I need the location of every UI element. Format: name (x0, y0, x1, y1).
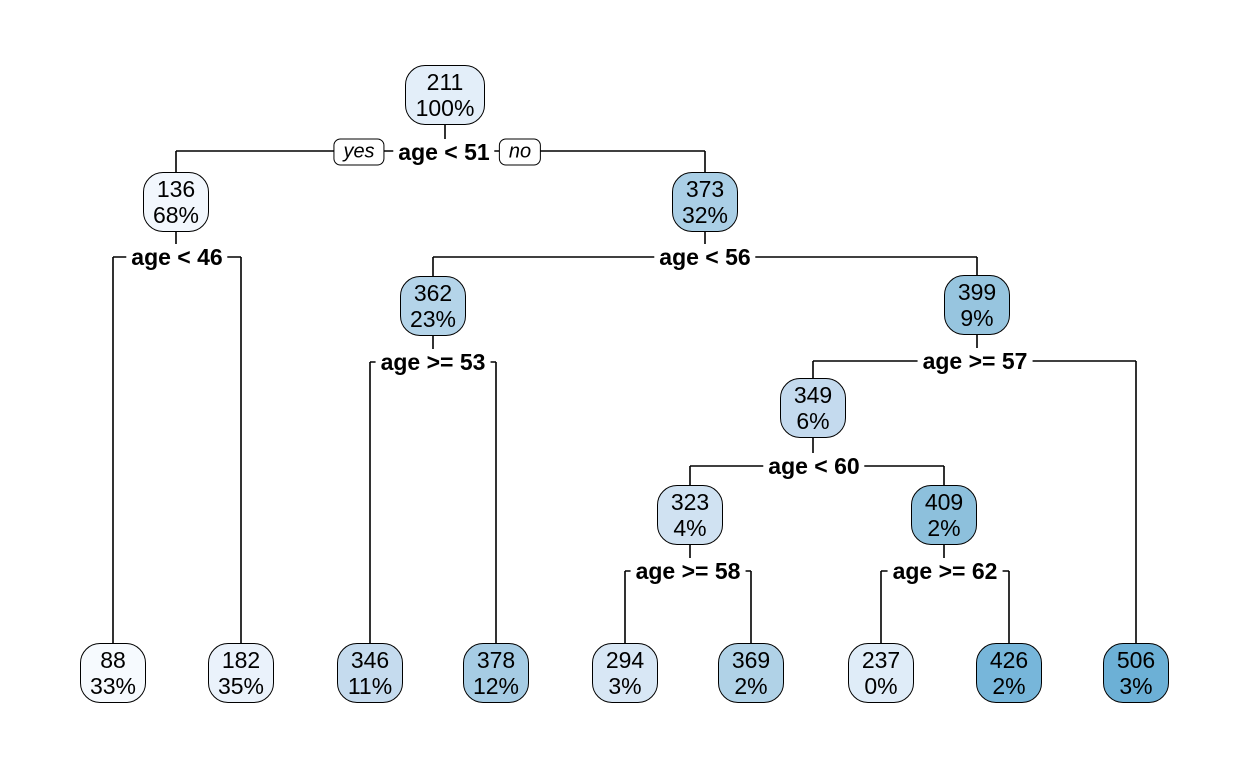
node-value: 373 (685, 176, 725, 202)
node-percent: 33% (89, 673, 137, 699)
split-label: age < 56 (654, 244, 756, 270)
node-percent: 2% (734, 673, 768, 699)
node-percent: 12% (472, 673, 520, 699)
tree-node: 373 32% (672, 172, 738, 232)
tree-leaf: 426 2% (976, 643, 1042, 703)
node-percent: 3% (1119, 673, 1153, 699)
no-branch-label: no (498, 138, 542, 166)
split-label: age >= 53 (375, 349, 491, 375)
node-value: 426 (989, 647, 1029, 673)
node-value: 362 (413, 280, 453, 306)
node-percent: 11% (347, 673, 393, 699)
node-value: 88 (100, 647, 126, 673)
node-percent: 2% (992, 673, 1026, 699)
node-percent: 23% (409, 306, 457, 332)
split-label: age < 46 (126, 244, 228, 270)
node-percent: 32% (681, 202, 729, 228)
node-value: 136 (156, 176, 196, 202)
tree-leaf: 346 11% (337, 643, 403, 703)
split-label: age < 51 (393, 139, 495, 165)
branch-line (812, 335, 1137, 643)
tree-leaf: 506 3% (1103, 643, 1169, 703)
split-label: age >= 57 (917, 348, 1033, 374)
tree-leaf: 369 2% (718, 643, 784, 703)
node-value: 349 (793, 382, 833, 408)
branch-line (369, 336, 497, 643)
tree-leaf: 88 33% (80, 643, 146, 703)
node-value: 323 (670, 489, 710, 515)
node-value: 346 (350, 647, 390, 673)
node-percent: 3% (608, 673, 642, 699)
yes-branch-label: yes (333, 138, 385, 166)
node-value: 182 (221, 647, 261, 673)
tree-node-root: 211 100% (405, 65, 485, 125)
tree-node: 349 6% (780, 378, 846, 438)
node-value: 378 (476, 647, 516, 673)
node-value: 211 (426, 69, 464, 95)
node-percent: 6% (796, 408, 830, 434)
node-value: 399 (957, 279, 997, 305)
node-percent: 4% (673, 515, 707, 541)
branch-line (112, 232, 242, 643)
node-percent: 68% (152, 202, 200, 228)
node-value: 409 (924, 489, 964, 515)
tree-leaf: 294 3% (592, 643, 658, 703)
node-percent: 0% (864, 673, 898, 699)
node-value: 237 (861, 647, 901, 673)
node-value: 294 (605, 647, 645, 673)
node-percent: 100% (415, 95, 475, 121)
node-value: 369 (731, 647, 771, 673)
split-label: age >= 62 (887, 558, 1003, 584)
tree-node: 362 23% (400, 276, 466, 336)
node-percent: 2% (927, 515, 961, 541)
tree-leaf: 182 35% (208, 643, 274, 703)
tree-node: 136 68% (143, 172, 209, 232)
split-label: age < 60 (763, 453, 865, 479)
split-label: age >= 58 (630, 558, 746, 584)
node-percent: 35% (217, 673, 265, 699)
tree-node: 323 4% (657, 485, 723, 545)
tree-node: 399 9% (944, 275, 1010, 335)
tree-leaf: 378 12% (463, 643, 529, 703)
tree-node: 409 2% (911, 485, 977, 545)
node-percent: 9% (960, 305, 994, 331)
tree-leaf: 237 0% (848, 643, 914, 703)
node-value: 506 (1116, 647, 1156, 673)
